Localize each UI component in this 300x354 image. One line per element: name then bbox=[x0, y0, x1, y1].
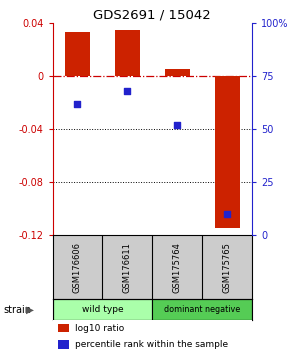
Text: dominant negative: dominant negative bbox=[164, 306, 240, 314]
Bar bbox=[115, 30, 140, 76]
Text: log10 ratio: log10 ratio bbox=[75, 324, 125, 332]
Text: wild type: wild type bbox=[82, 306, 123, 314]
Point bbox=[75, 101, 80, 106]
Title: GDS2691 / 15042: GDS2691 / 15042 bbox=[93, 9, 211, 22]
Text: GSM175764: GSM175764 bbox=[173, 242, 182, 292]
Text: GSM176611: GSM176611 bbox=[123, 242, 132, 292]
Bar bbox=[52, 299, 152, 320]
Bar bbox=[152, 299, 252, 320]
Bar bbox=[58, 340, 70, 349]
Text: percentile rank within the sample: percentile rank within the sample bbox=[75, 340, 229, 349]
Text: GSM176606: GSM176606 bbox=[73, 241, 82, 293]
Point bbox=[175, 122, 180, 127]
Text: ▶: ▶ bbox=[26, 305, 34, 315]
Bar bbox=[165, 69, 190, 76]
Bar bbox=[58, 324, 70, 332]
Point bbox=[125, 88, 130, 94]
Bar bbox=[65, 32, 90, 76]
Text: strain: strain bbox=[3, 305, 31, 315]
Text: GSM175765: GSM175765 bbox=[223, 242, 232, 292]
Point bbox=[225, 211, 230, 217]
Bar bbox=[214, 76, 239, 228]
